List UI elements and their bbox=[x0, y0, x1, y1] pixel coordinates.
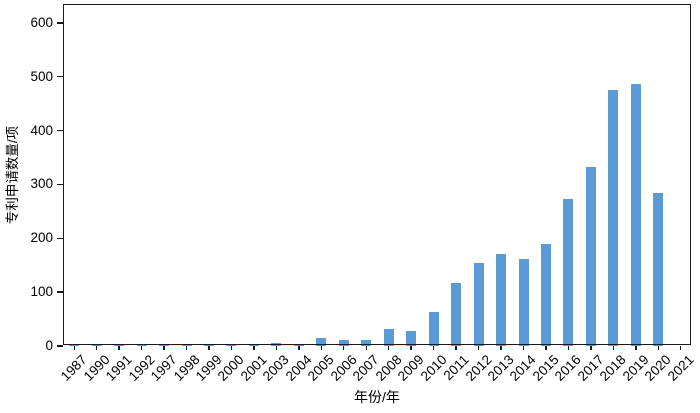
bar-2010 bbox=[428, 311, 439, 346]
bar-2012 bbox=[473, 263, 484, 346]
x-tick-2011 bbox=[455, 346, 457, 350]
bar-2018 bbox=[608, 89, 619, 346]
bar-2004 bbox=[293, 344, 304, 346]
y-tick-400 bbox=[57, 129, 63, 132]
bar-2011 bbox=[451, 282, 462, 346]
x-tick-1992 bbox=[140, 346, 143, 350]
y-tick-label-200: 200 bbox=[30, 230, 53, 246]
x-tick-2003 bbox=[275, 346, 278, 350]
bar-2009 bbox=[406, 331, 417, 346]
plot-area bbox=[63, 4, 692, 346]
x-tick-2020 bbox=[657, 346, 659, 350]
x-axis-title: 年份/年 bbox=[354, 389, 400, 405]
bar-1990 bbox=[91, 344, 102, 346]
bar-2005 bbox=[316, 337, 327, 346]
x-tick-2009 bbox=[410, 346, 412, 350]
x-tick-2019 bbox=[635, 346, 637, 350]
bar-2015 bbox=[540, 243, 551, 346]
x-tick-2010 bbox=[432, 346, 435, 350]
bar-2016 bbox=[563, 198, 574, 346]
x-tick-2018 bbox=[612, 346, 615, 350]
bar-1998 bbox=[181, 344, 192, 346]
bar-2006 bbox=[338, 339, 349, 346]
y-tick-label-500: 500 bbox=[30, 68, 53, 84]
bar-2008 bbox=[383, 328, 394, 346]
bar-2019 bbox=[630, 83, 641, 346]
y-tick-500 bbox=[57, 76, 63, 78]
bar-1987 bbox=[69, 345, 80, 346]
bar-2013 bbox=[496, 254, 507, 346]
x-tick-2006 bbox=[343, 346, 345, 350]
bar-1992 bbox=[136, 344, 147, 346]
x-tick-2014 bbox=[522, 346, 525, 350]
bar-2007 bbox=[361, 340, 372, 346]
y-tick-100 bbox=[57, 291, 63, 293]
y-tick-label-100: 100 bbox=[30, 284, 53, 300]
bar-2001 bbox=[248, 345, 259, 346]
y-tick-200 bbox=[57, 237, 63, 239]
x-tick-2012 bbox=[477, 346, 480, 350]
bar-2017 bbox=[585, 166, 596, 346]
x-tick-1990 bbox=[95, 346, 98, 350]
x-tick-1991 bbox=[118, 346, 120, 350]
y-tick-label-300: 300 bbox=[30, 176, 53, 192]
x-tick-2008 bbox=[388, 346, 390, 350]
bar-1999 bbox=[204, 345, 215, 346]
x-tick-2013 bbox=[500, 346, 502, 350]
y-tick-label-0: 0 bbox=[45, 338, 53, 353]
x-tick-1987 bbox=[73, 346, 75, 350]
x-tick-2005 bbox=[320, 346, 323, 350]
x-tick-2001 bbox=[253, 346, 255, 350]
bar-2014 bbox=[518, 258, 529, 346]
y-tick-300 bbox=[57, 183, 63, 186]
x-tick-2021 bbox=[680, 346, 682, 350]
y-tick-0 bbox=[57, 345, 63, 347]
x-tick-2016 bbox=[567, 346, 570, 350]
y-tick-label-600: 600 bbox=[30, 14, 53, 30]
x-tick-2017 bbox=[590, 346, 592, 350]
x-tick-label-2021: 2021 bbox=[664, 352, 697, 384]
x-tick-1998 bbox=[185, 346, 188, 350]
x-tick-2000 bbox=[230, 346, 233, 350]
bar-2020 bbox=[653, 192, 664, 346]
x-tick-1997 bbox=[163, 346, 165, 350]
y-tick-600 bbox=[57, 22, 63, 24]
x-tick-2004 bbox=[298, 346, 300, 350]
x-tick-2015 bbox=[545, 346, 547, 350]
x-tick-2007 bbox=[365, 346, 367, 350]
bar-2000 bbox=[226, 345, 237, 346]
x-tick-1999 bbox=[208, 346, 210, 350]
y-tick-label-400: 400 bbox=[30, 122, 53, 138]
